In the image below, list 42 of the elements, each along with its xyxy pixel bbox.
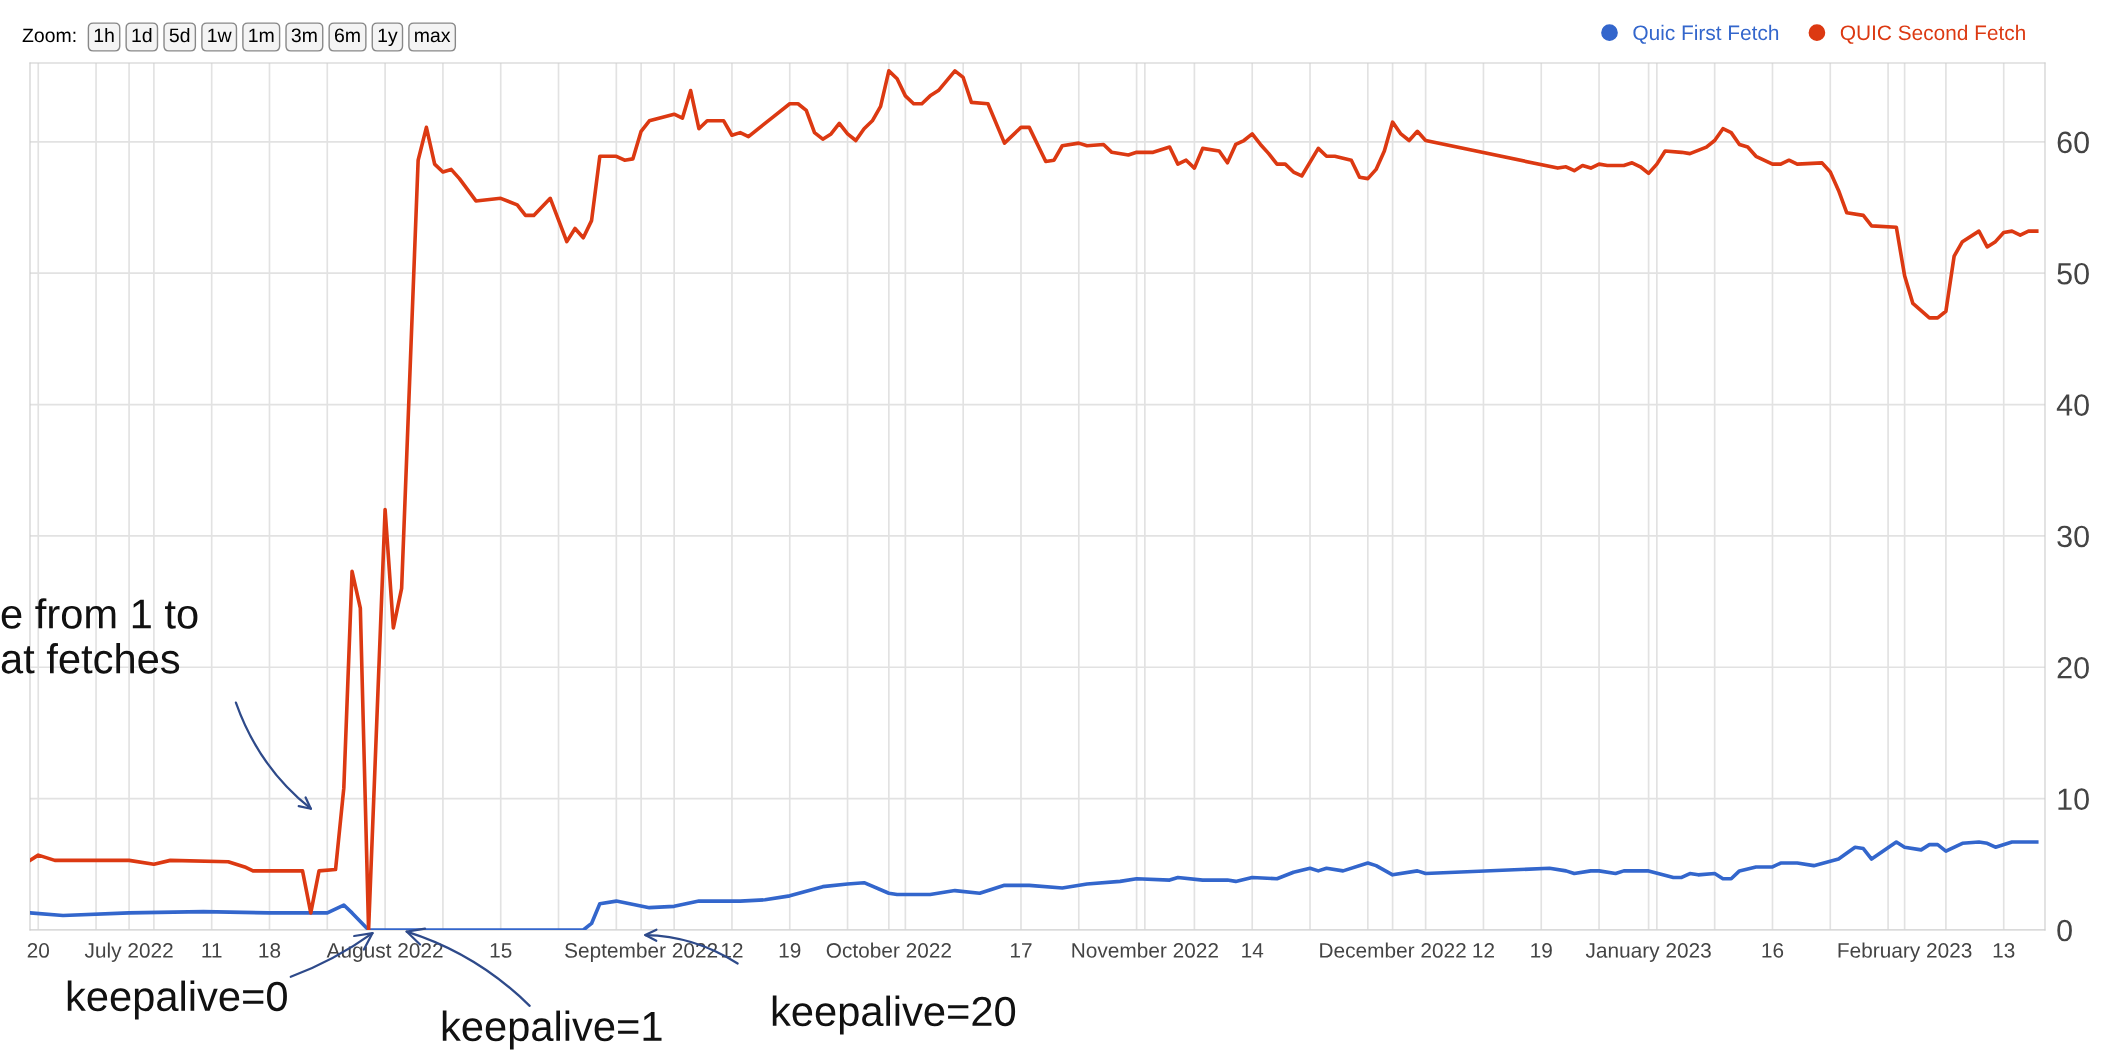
text: 1d	[132, 27, 152, 43]
x-tick-label: 16	[1762, 943, 1784, 958]
x-tick-label: July 2022	[84, 942, 173, 962]
x-tick-label: February 2023	[1838, 942, 1972, 962]
x-tick-label: October 2022	[826, 942, 951, 958]
text: 1w	[208, 28, 232, 43]
text: 1m	[249, 28, 274, 43]
text: 5d	[169, 27, 190, 43]
x-tick-label: 11	[202, 943, 222, 958]
text: 1h	[94, 27, 114, 43]
x-tick-label: December 2022	[1320, 942, 1466, 958]
text: 3m	[291, 28, 317, 43]
x-tick-label: 20	[27, 943, 50, 958]
y-tick-label: 30	[2057, 525, 2089, 548]
x-tick-label: 18	[259, 943, 281, 958]
y-tick-label: 50	[2057, 262, 2089, 285]
annotation: keepalive=1	[442, 1010, 662, 1050]
annotation: keepalive=0	[67, 980, 287, 1020]
x-tick-label: 19	[1531, 943, 1552, 958]
x-tick-label: 19	[779, 943, 801, 958]
x-tick-label: September 2022	[565, 942, 718, 962]
legend-label: QUIC Second Fetch	[1840, 24, 2025, 44]
y-tick-label: 20	[2057, 657, 2089, 679]
line-series	[30, 840, 2039, 930]
text: Zoom:	[22, 28, 76, 43]
legend-label: Quic First Fetch	[1633, 24, 1779, 44]
x-tick-label: November 2022	[1072, 942, 1218, 958]
x-tick-label: 15	[490, 943, 512, 958]
x-tick-label: January 2023	[1585, 943, 1711, 962]
y-tick-label: 0	[2057, 919, 2072, 942]
x-tick-label: 12	[1473, 943, 1494, 958]
y-tick-label: 10	[2058, 788, 2089, 811]
text: 1y	[378, 28, 398, 47]
x-tick-label: 14	[1242, 943, 1264, 958]
x-tick-label: 13	[1993, 943, 2015, 958]
y-tick-label: 60	[2057, 131, 2089, 154]
text: max	[415, 31, 451, 43]
text: keepalive=20	[772, 995, 1016, 1035]
y-tick-label: 40	[2056, 394, 2089, 416]
annotation: e from 1 to at fetches	[1, 598, 198, 674]
x-tick-label: 17	[1010, 943, 1032, 958]
text: 6m	[334, 28, 360, 43]
